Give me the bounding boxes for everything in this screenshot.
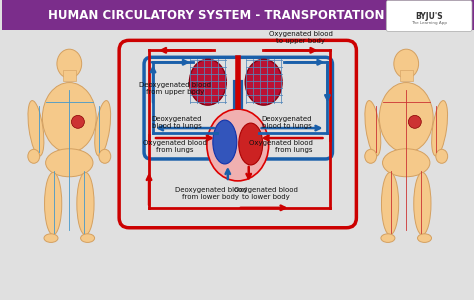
Text: Oxygenated blood
to upper body: Oxygenated blood to upper body bbox=[269, 31, 332, 44]
Ellipse shape bbox=[432, 100, 447, 156]
Ellipse shape bbox=[409, 116, 421, 128]
FancyBboxPatch shape bbox=[386, 1, 472, 32]
Text: Deoxygenated blood
from lower body: Deoxygenated blood from lower body bbox=[175, 188, 247, 200]
Ellipse shape bbox=[81, 234, 95, 242]
Text: The Learning App: The Learning App bbox=[411, 21, 447, 26]
Ellipse shape bbox=[95, 100, 110, 156]
Text: BYJU'S: BYJU'S bbox=[415, 12, 443, 21]
Text: Oxygenated blood
from lungs: Oxygenated blood from lungs bbox=[249, 140, 312, 152]
Ellipse shape bbox=[383, 149, 430, 177]
Bar bbox=[63, 70, 76, 81]
Text: Deoxygenated
blood to lungs: Deoxygenated blood to lungs bbox=[152, 116, 202, 129]
Ellipse shape bbox=[245, 59, 282, 105]
Ellipse shape bbox=[77, 172, 94, 235]
Ellipse shape bbox=[394, 49, 419, 78]
Ellipse shape bbox=[42, 82, 96, 152]
Ellipse shape bbox=[365, 149, 377, 163]
Ellipse shape bbox=[365, 100, 381, 156]
Text: Deoxygenated blood
from upper body: Deoxygenated blood from upper body bbox=[139, 82, 211, 95]
Ellipse shape bbox=[436, 149, 447, 163]
Ellipse shape bbox=[28, 149, 40, 163]
Ellipse shape bbox=[239, 123, 263, 165]
Ellipse shape bbox=[190, 59, 226, 105]
Ellipse shape bbox=[99, 149, 111, 163]
Bar bbox=[1, 1, 474, 30]
Text: Oxygenated blood
from lungs: Oxygenated blood from lungs bbox=[143, 140, 207, 152]
Ellipse shape bbox=[382, 172, 399, 235]
Ellipse shape bbox=[213, 120, 237, 164]
Ellipse shape bbox=[418, 234, 431, 242]
Text: HUMAN CIRCULATORY SYSTEM - TRANSPORTATION: HUMAN CIRCULATORY SYSTEM - TRANSPORTATIO… bbox=[47, 9, 384, 22]
Ellipse shape bbox=[379, 82, 433, 152]
Ellipse shape bbox=[28, 100, 44, 156]
Ellipse shape bbox=[414, 172, 431, 235]
Ellipse shape bbox=[45, 172, 62, 235]
Text: Deoxygenated
blood to lungs: Deoxygenated blood to lungs bbox=[261, 116, 311, 129]
Ellipse shape bbox=[381, 234, 395, 242]
Ellipse shape bbox=[46, 149, 93, 177]
Ellipse shape bbox=[72, 116, 84, 128]
Text: Oxygenated blood
to lower body: Oxygenated blood to lower body bbox=[234, 188, 298, 200]
Ellipse shape bbox=[44, 234, 58, 242]
Ellipse shape bbox=[57, 49, 82, 78]
Ellipse shape bbox=[207, 109, 269, 181]
Bar bbox=[400, 70, 413, 81]
